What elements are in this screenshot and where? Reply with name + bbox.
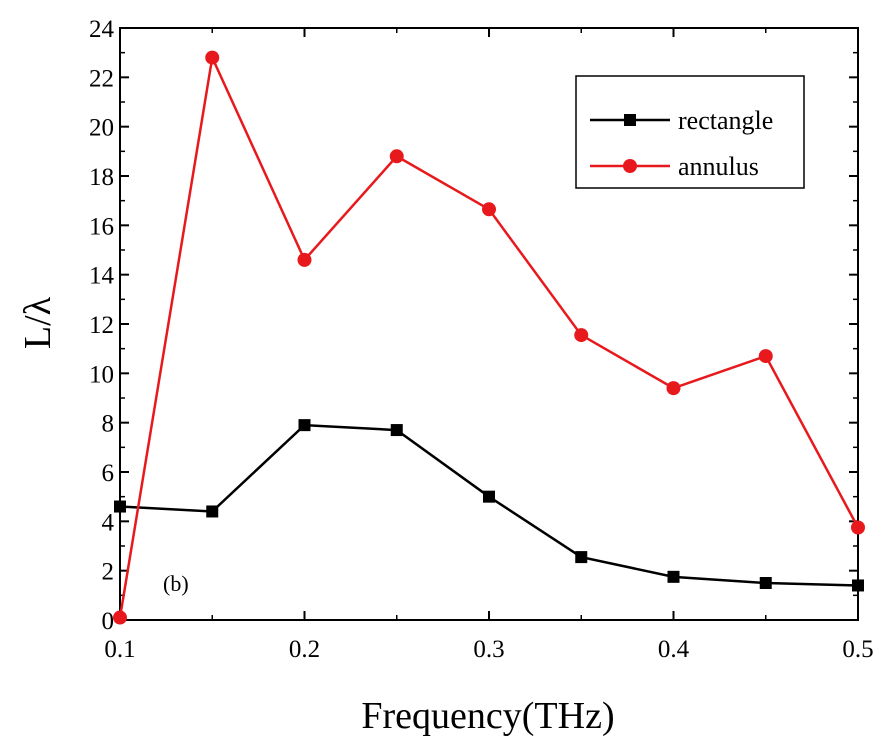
data-point	[206, 505, 219, 518]
series-line-rectangle	[119, 423, 859, 587]
series-rectangle	[114, 419, 864, 592]
data-point	[758, 349, 773, 364]
y-tick-label: 6	[102, 460, 115, 487]
y-tick-label: 24	[89, 16, 115, 43]
data-point	[483, 490, 495, 503]
series-layer	[113, 50, 865, 625]
x-tick-label: 0.5	[842, 636, 873, 663]
y-tick-label: 12	[89, 312, 114, 339]
x-tick-label: 0.2	[289, 636, 320, 663]
legend-label: annulus	[678, 152, 759, 181]
x-tick-label: 0.4	[658, 636, 690, 663]
legend-label: rectangle	[678, 106, 773, 135]
x-axis-title: Frequency(THz)	[361, 695, 614, 737]
data-point	[575, 551, 588, 564]
data-point	[852, 579, 864, 592]
legend-marker	[623, 159, 637, 173]
y-tick-label: 4	[102, 509, 115, 536]
y-tick-label: 8	[102, 411, 115, 438]
y-tick-label: 22	[89, 65, 114, 92]
data-point	[114, 500, 126, 513]
panel-label: (b)	[163, 571, 189, 596]
y-tick-label: 0	[102, 608, 115, 635]
y-tick-label: 16	[89, 213, 114, 240]
y-tick-label: 14	[89, 263, 115, 290]
data-point	[574, 328, 589, 343]
legend-marker	[624, 114, 636, 126]
data-point	[298, 419, 311, 432]
y-tick-label: 18	[89, 164, 114, 191]
legend-item-rectangle: rectangle	[590, 106, 773, 135]
data-point	[297, 252, 312, 267]
legend-box	[575, 75, 805, 189]
data-point	[205, 50, 220, 65]
data-point	[666, 381, 681, 396]
data-point	[389, 149, 404, 164]
data-point	[759, 577, 772, 589]
legend: rectangle annulus	[575, 75, 805, 189]
data-point	[667, 570, 680, 583]
y-tick-label: 10	[89, 361, 114, 388]
data-point	[851, 520, 865, 535]
data-point	[390, 424, 403, 437]
data-point	[482, 202, 496, 217]
y-axis-title: L/λ	[17, 296, 59, 349]
y-tick-label: 20	[89, 115, 114, 142]
y-tick-label: 2	[102, 559, 115, 586]
series-annulus	[113, 50, 865, 625]
data-point	[113, 610, 127, 625]
legend-item-annulus: annulus	[590, 152, 759, 181]
x-tick-label: 0.1	[104, 636, 135, 663]
x-tick-label: 0.3	[473, 636, 504, 663]
